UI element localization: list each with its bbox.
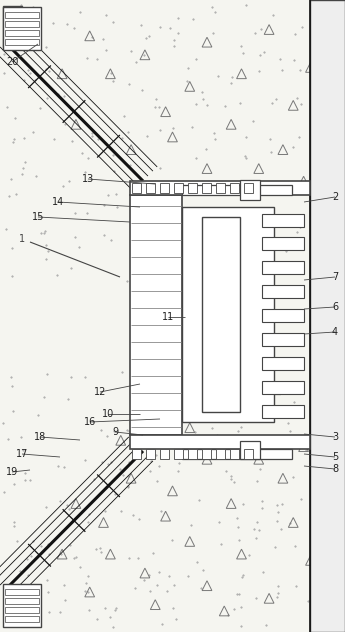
Text: 5: 5 bbox=[332, 452, 338, 462]
Bar bbox=[240, 180, 260, 200]
Bar bbox=[132, 183, 141, 193]
Text: 13: 13 bbox=[82, 174, 94, 184]
Text: 3: 3 bbox=[332, 432, 338, 442]
Text: 11: 11 bbox=[162, 312, 174, 322]
Bar bbox=[5, 39, 39, 45]
Bar bbox=[244, 183, 253, 193]
Bar bbox=[202, 183, 211, 193]
Bar bbox=[244, 449, 253, 459]
Bar bbox=[160, 449, 169, 459]
Bar bbox=[262, 357, 304, 370]
Bar bbox=[146, 183, 155, 193]
Bar bbox=[5, 607, 39, 613]
Bar bbox=[182, 185, 292, 195]
Bar bbox=[5, 30, 39, 36]
Bar bbox=[188, 449, 197, 459]
Text: 6: 6 bbox=[332, 302, 338, 312]
Text: 18: 18 bbox=[34, 432, 46, 442]
Text: 2: 2 bbox=[332, 192, 338, 202]
Text: 8: 8 bbox=[332, 464, 338, 474]
Bar bbox=[5, 616, 39, 622]
Text: 14: 14 bbox=[52, 197, 64, 207]
Bar bbox=[130, 181, 310, 195]
Text: 10: 10 bbox=[102, 409, 114, 419]
Bar bbox=[130, 435, 310, 449]
Bar bbox=[230, 183, 239, 193]
Bar bbox=[3, 584, 41, 627]
Bar bbox=[202, 217, 240, 412]
Text: 20: 20 bbox=[6, 57, 18, 67]
Text: 12: 12 bbox=[94, 387, 106, 397]
Bar bbox=[262, 285, 304, 298]
Bar bbox=[262, 405, 304, 418]
Bar bbox=[182, 207, 274, 422]
Bar bbox=[174, 183, 183, 193]
Bar bbox=[216, 449, 225, 459]
Bar bbox=[146, 449, 155, 459]
Text: 9: 9 bbox=[112, 427, 118, 437]
Bar bbox=[262, 261, 304, 274]
Bar bbox=[262, 381, 304, 394]
Bar bbox=[310, 0, 345, 632]
Bar bbox=[5, 589, 39, 595]
Bar bbox=[230, 449, 239, 459]
Bar bbox=[3, 6, 22, 47]
Bar bbox=[262, 214, 304, 227]
Text: 16: 16 bbox=[84, 417, 96, 427]
Text: 17: 17 bbox=[16, 449, 28, 459]
Text: 1: 1 bbox=[19, 234, 25, 244]
Bar bbox=[240, 441, 260, 459]
Bar bbox=[3, 7, 41, 50]
Text: 19: 19 bbox=[6, 467, 18, 477]
Bar bbox=[130, 195, 182, 435]
Text: 4: 4 bbox=[332, 327, 338, 337]
Bar bbox=[262, 333, 304, 346]
Bar bbox=[174, 449, 183, 459]
Bar bbox=[5, 21, 39, 27]
Bar bbox=[182, 449, 292, 459]
Text: 15: 15 bbox=[32, 212, 44, 222]
Text: 7: 7 bbox=[332, 272, 338, 282]
Bar bbox=[262, 309, 304, 322]
Bar bbox=[188, 183, 197, 193]
Bar bbox=[202, 449, 211, 459]
Bar bbox=[262, 237, 304, 250]
Bar bbox=[160, 183, 169, 193]
Bar bbox=[5, 598, 39, 604]
Bar bbox=[5, 12, 39, 18]
Bar bbox=[132, 449, 141, 459]
Bar bbox=[216, 183, 225, 193]
